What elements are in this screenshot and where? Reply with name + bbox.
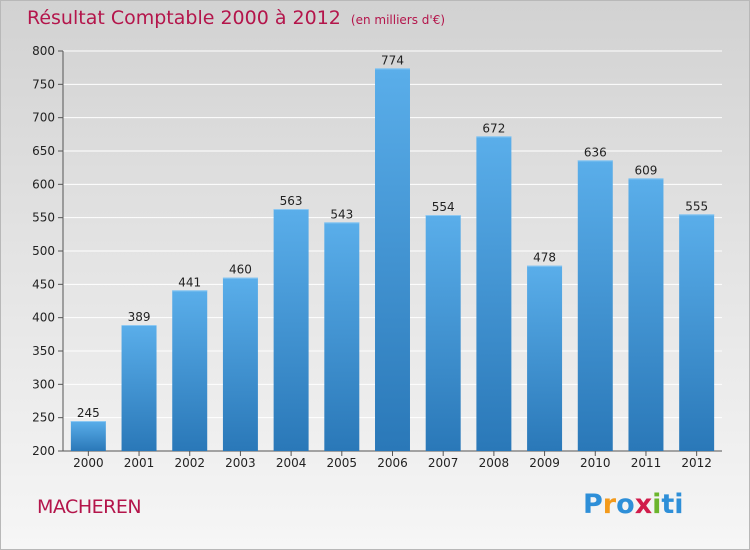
- labels: 200 250 300 350 400 450 500 550 600 650 700 750 800 2…: [32, 44, 712, 470]
- y-tick-label: 600: [32, 177, 55, 191]
- bar-2002: [172, 290, 208, 451]
- y-tick-label: 700: [32, 111, 55, 125]
- data-label: 636: [584, 145, 607, 159]
- y-tick-label: 750: [32, 77, 55, 91]
- logo-letter: ti: [661, 489, 684, 520]
- bar-2012: [679, 214, 715, 451]
- data-label: 554: [432, 200, 455, 214]
- bar-2007: [425, 215, 461, 451]
- x-tick-label: 2002: [174, 456, 205, 470]
- x-tick-label: 2009: [529, 456, 560, 470]
- x-tick-label: 2001: [124, 456, 155, 470]
- x-tick-label: 2000: [73, 456, 104, 470]
- y-tick-label: 550: [32, 211, 55, 225]
- y-tick-label: 650: [32, 144, 55, 158]
- x-tick-label: 2007: [428, 456, 459, 470]
- bar-2003: [222, 277, 258, 451]
- logo-letter: o: [616, 489, 635, 520]
- y-tick-label: 450: [32, 277, 55, 291]
- data-label: 555: [685, 199, 708, 213]
- data-label: 543: [330, 207, 353, 221]
- logo-letter: i: [652, 489, 662, 520]
- y-tick-label: 350: [32, 344, 55, 358]
- x-tick-label: 2006: [377, 456, 408, 470]
- x-tick-label: 2010: [580, 456, 611, 470]
- y-tick-label: 400: [32, 311, 55, 325]
- bar-2000: [70, 421, 106, 451]
- logo-letter: P: [583, 489, 603, 520]
- proxiti-logo[interactable]: Proxiti: [583, 489, 684, 520]
- y-tick-label: 250: [32, 411, 55, 425]
- x-tick-label: 2011: [631, 456, 662, 470]
- bar-2005: [324, 222, 360, 451]
- x-tick-label: 2004: [276, 456, 307, 470]
- title-text: Résultat Comptable 2000 à 2012: [27, 7, 341, 29]
- data-label: 460: [229, 263, 252, 277]
- chart-title: Résultat Comptable 2000 à 2012 (en millie…: [27, 7, 445, 29]
- data-label: 609: [635, 163, 658, 177]
- y-tick-label: 800: [32, 44, 55, 58]
- data-label: 245: [77, 406, 100, 420]
- x-tick-label: 2012: [681, 456, 712, 470]
- bar-2009: [527, 265, 563, 451]
- data-label: 563: [280, 194, 303, 208]
- data-label: 389: [128, 310, 151, 324]
- data-label: 478: [533, 251, 556, 265]
- logo-letter: x: [634, 489, 653, 520]
- bar-2010: [577, 160, 613, 452]
- x-tick-label: 2005: [327, 456, 358, 470]
- bar-2011: [628, 178, 664, 452]
- bar-2001: [121, 325, 157, 451]
- bar-2004: [273, 209, 309, 451]
- y-tick-label: 200: [32, 444, 55, 458]
- y-tick-label: 300: [32, 377, 55, 391]
- x-tick-label: 2008: [479, 456, 510, 470]
- x-tick-label: 2003: [225, 456, 256, 470]
- logo-letter: r: [602, 489, 617, 520]
- city-name: MACHEREN: [37, 496, 142, 518]
- y-tick-label: 500: [32, 244, 55, 258]
- bar-2006: [375, 68, 410, 451]
- bars: [70, 68, 715, 452]
- data-label: 672: [482, 121, 505, 135]
- data-label: 774: [381, 53, 404, 67]
- title-unit: (en milliers d'€): [350, 13, 446, 27]
- data-label: 441: [178, 275, 201, 289]
- bar-2008: [476, 136, 512, 452]
